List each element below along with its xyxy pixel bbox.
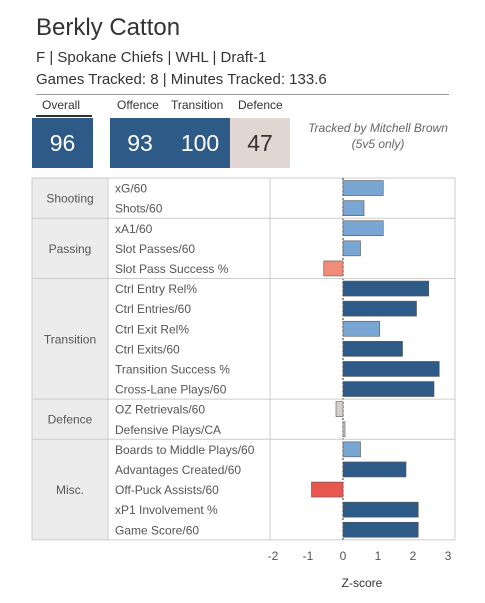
metric-label: Shots/60	[115, 202, 163, 216]
bar	[342, 341, 403, 357]
metric-label: Game Score/60	[115, 523, 199, 537]
overall-score-box: 96	[32, 118, 93, 168]
tracking-summary-line: Games Tracked: 8 | Minutes Tracked: 133.…	[36, 71, 327, 88]
overall-selected-underline	[36, 115, 92, 117]
bar	[342, 280, 430, 297]
x-tick-label: 3	[445, 549, 452, 563]
bar	[342, 381, 435, 397]
metric-label: xA1/60	[115, 222, 153, 236]
metric-label: Ctrl Exit Rel%	[115, 322, 189, 336]
category-cell-bg	[32, 218, 108, 279]
bar	[342, 200, 365, 216]
metric-label: Slot Pass Success %	[115, 262, 229, 276]
transition-score-label[interactable]: Transition	[171, 98, 224, 112]
defence-score-value: 47	[247, 129, 273, 156]
metric-label: Ctrl Exits/60	[115, 342, 180, 356]
tracker-note: Tracked by Mitchell Brown (5v5 only)	[298, 120, 458, 152]
bar	[342, 240, 361, 257]
metric-label: Advantages Created/60	[115, 463, 241, 477]
category-cell-bg	[32, 178, 108, 219]
bar	[311, 481, 344, 498]
bar	[342, 300, 417, 317]
defence-score-box: 47	[230, 118, 290, 168]
category-cell-bg	[32, 278, 108, 400]
metric-label: Transition Success %	[115, 362, 230, 376]
x-tick-label: -2	[268, 549, 279, 563]
bar	[323, 260, 344, 277]
category-label: Transition	[44, 332, 96, 346]
category-label: Misc.	[56, 483, 84, 497]
category-label: Defence	[48, 413, 93, 427]
metric-label: xG/60	[115, 182, 147, 196]
offence-score-label[interactable]: Offence	[117, 98, 159, 112]
category-cell-bg	[32, 439, 108, 540]
metric-label: Slot Passes/60	[115, 242, 195, 256]
category-cell-bg	[32, 399, 108, 440]
bar	[342, 361, 440, 377]
defence-score-label[interactable]: Defence	[238, 98, 283, 112]
x-axis-label: Z-score	[342, 576, 383, 590]
bar	[342, 501, 419, 518]
overall-score-label[interactable]: Overall	[42, 98, 81, 112]
x-tick-label: 2	[410, 549, 417, 563]
bar	[335, 401, 344, 417]
metric-label: xP1 Involvement %	[115, 503, 218, 517]
metric-label: OZ Retrievals/60	[115, 403, 205, 417]
overall-score-value: 96	[49, 129, 76, 156]
chart-border	[31, 177, 456, 541]
bar	[342, 521, 419, 538]
tracker-note-scope: (5v5 only)	[351, 137, 405, 151]
player-name: Berkly Catton	[36, 14, 181, 41]
bar	[342, 441, 361, 458]
bar	[342, 220, 384, 237]
metric-label: Ctrl Entry Rel%	[115, 282, 197, 296]
transition-score-box: 100	[170, 118, 230, 168]
offence-score-box: 93	[110, 118, 170, 168]
metric-label: Ctrl Entries/60	[115, 302, 191, 316]
x-tick-label: 1	[375, 549, 382, 563]
category-label: Passing	[49, 242, 92, 256]
metric-label: Off-Puck Assists/60	[115, 483, 219, 497]
metric-label: Boards to Middle Plays/60	[115, 443, 255, 457]
x-tick-label: 0	[340, 549, 347, 563]
transition-score-value: 100	[180, 129, 220, 156]
player-info-line: F | Spokane Chiefs | WHL | Draft-1	[36, 49, 267, 66]
bar	[342, 320, 381, 337]
tracker-note-credit: Tracked by Mitchell Brown	[308, 121, 448, 135]
bar	[342, 461, 407, 478]
metric-label: Defensive Plays/CA	[115, 423, 221, 437]
metric-label: Cross-Lane Plays/60	[115, 383, 227, 397]
x-tick-label: -1	[303, 549, 314, 563]
bar	[342, 421, 346, 438]
header-divider	[36, 94, 449, 95]
bar	[342, 180, 384, 196]
offence-score-value: 93	[127, 129, 153, 156]
category-label: Shooting	[46, 192, 93, 206]
